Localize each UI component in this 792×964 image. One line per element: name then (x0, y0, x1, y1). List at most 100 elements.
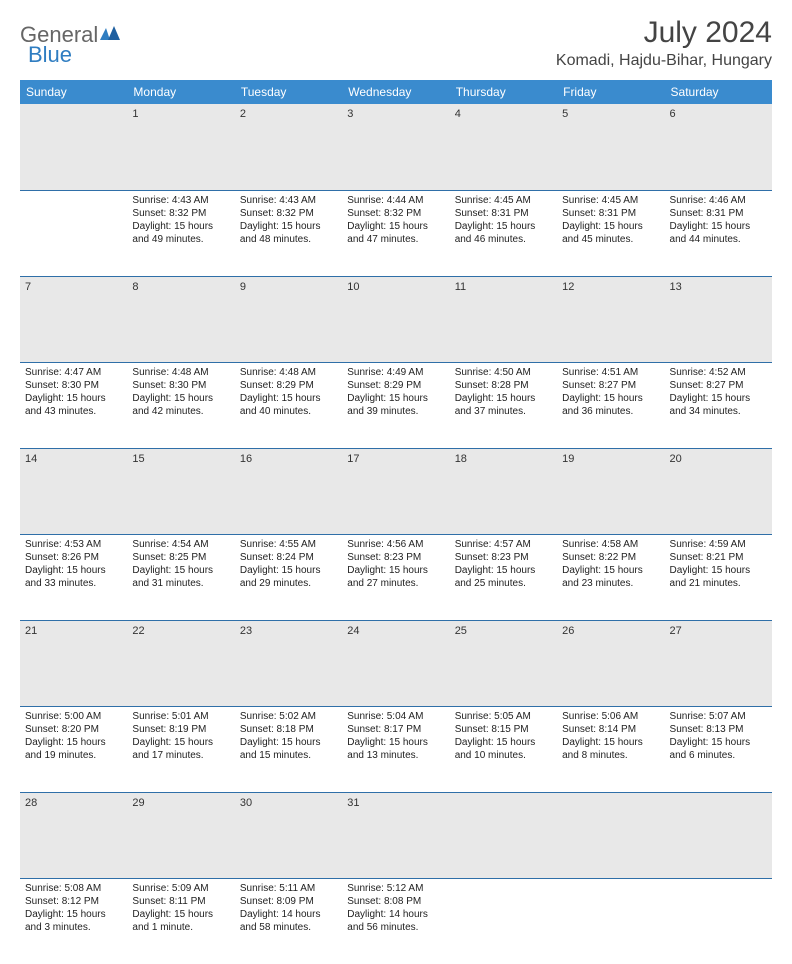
day-cell-text: Sunrise: 5:09 AMSunset: 8:11 PMDaylight:… (132, 882, 229, 934)
day-cell: Sunrise: 4:48 AMSunset: 8:30 PMDaylight:… (127, 362, 234, 448)
day-line: and 37 minutes. (455, 405, 552, 418)
day-line: and 10 minutes. (455, 749, 552, 762)
day-line: Daylight: 15 hours (347, 392, 444, 405)
day-line: Sunset: 8:32 PM (240, 207, 337, 220)
day-cell-text: Sunrise: 5:12 AMSunset: 8:08 PMDaylight:… (347, 882, 444, 934)
day-number: 15 (132, 453, 144, 465)
day-number: 7 (25, 281, 31, 293)
day-cell: Sunrise: 5:12 AMSunset: 8:08 PMDaylight:… (342, 878, 449, 964)
day-line: Sunrise: 5:05 AM (455, 710, 552, 723)
day-line: Sunset: 8:25 PM (132, 551, 229, 564)
day-line: Daylight: 15 hours (240, 736, 337, 749)
day-line: Daylight: 15 hours (25, 392, 122, 405)
day-line: Sunset: 8:32 PM (132, 207, 229, 220)
day-number-cell: 24 (342, 620, 449, 706)
day-cell: Sunrise: 5:08 AMSunset: 8:12 PMDaylight:… (20, 878, 127, 964)
day-number: 11 (455, 281, 466, 293)
day-cell-text: Sunrise: 4:57 AMSunset: 8:23 PMDaylight:… (455, 538, 552, 590)
day-number: 28 (25, 797, 37, 809)
day-number: 9 (240, 281, 246, 293)
day-number-cell: 25 (450, 620, 557, 706)
day-line: Sunrise: 5:02 AM (240, 710, 337, 723)
day-line: Daylight: 15 hours (562, 564, 659, 577)
weekday-header: Wednesday (342, 80, 449, 104)
day-cell: Sunrise: 5:02 AMSunset: 8:18 PMDaylight:… (235, 706, 342, 792)
day-number-cell: 7 (20, 276, 127, 362)
day-number-cell: 3 (342, 104, 449, 190)
logo-text-2: Blue (28, 42, 72, 68)
day-line: Sunset: 8:13 PM (670, 723, 767, 736)
day-line: Sunrise: 4:45 AM (455, 194, 552, 207)
day-line: Sunset: 8:17 PM (347, 723, 444, 736)
day-number: 18 (455, 453, 467, 465)
day-number-cell (450, 792, 557, 878)
day-line: Sunset: 8:31 PM (670, 207, 767, 220)
day-number: 8 (132, 281, 138, 293)
day-cell-text: Sunrise: 5:04 AMSunset: 8:17 PMDaylight:… (347, 710, 444, 762)
day-number-cell: 8 (127, 276, 234, 362)
day-cell-text: Sunrise: 5:00 AMSunset: 8:20 PMDaylight:… (25, 710, 122, 762)
day-line: Sunset: 8:28 PM (455, 379, 552, 392)
calendar-table: SundayMondayTuesdayWednesdayThursdayFrid… (20, 80, 772, 964)
day-number-row: 14151617181920 (20, 448, 772, 534)
day-number-cell: 11 (450, 276, 557, 362)
day-number-cell: 6 (665, 104, 772, 190)
day-line: Daylight: 14 hours (347, 908, 444, 921)
day-number-cell: 26 (557, 620, 664, 706)
day-line: and 56 minutes. (347, 921, 444, 934)
day-cell-text: Sunrise: 4:46 AMSunset: 8:31 PMDaylight:… (670, 194, 767, 246)
day-cell: Sunrise: 4:52 AMSunset: 8:27 PMDaylight:… (665, 362, 772, 448)
day-cell-text: Sunrise: 4:55 AMSunset: 8:24 PMDaylight:… (240, 538, 337, 590)
day-cell: Sunrise: 5:09 AMSunset: 8:11 PMDaylight:… (127, 878, 234, 964)
day-number: 21 (25, 625, 37, 637)
day-cell: Sunrise: 4:45 AMSunset: 8:31 PMDaylight:… (450, 190, 557, 276)
day-line: Sunset: 8:15 PM (455, 723, 552, 736)
day-number: 10 (347, 281, 359, 293)
day-line: Sunrise: 5:00 AM (25, 710, 122, 723)
location-text: Komadi, Hajdu-Bihar, Hungary (556, 52, 772, 70)
day-number-cell (20, 104, 127, 190)
day-cell-text: Sunrise: 4:48 AMSunset: 8:30 PMDaylight:… (132, 366, 229, 418)
day-number-cell: 13 (665, 276, 772, 362)
day-number-row: 123456 (20, 104, 772, 190)
day-number-cell: 21 (20, 620, 127, 706)
day-line: Sunset: 8:31 PM (455, 207, 552, 220)
day-number: 12 (562, 281, 574, 293)
day-cell-text: Sunrise: 4:48 AMSunset: 8:29 PMDaylight:… (240, 366, 337, 418)
day-line: Daylight: 15 hours (347, 564, 444, 577)
day-line: Sunset: 8:14 PM (562, 723, 659, 736)
day-line: Daylight: 15 hours (455, 564, 552, 577)
day-number-cell: 18 (450, 448, 557, 534)
day-cell: Sunrise: 4:56 AMSunset: 8:23 PMDaylight:… (342, 534, 449, 620)
day-line: Sunset: 8:19 PM (132, 723, 229, 736)
day-line: Sunrise: 4:44 AM (347, 194, 444, 207)
week-row: Sunrise: 4:53 AMSunset: 8:26 PMDaylight:… (20, 534, 772, 620)
day-cell: Sunrise: 5:04 AMSunset: 8:17 PMDaylight:… (342, 706, 449, 792)
day-line: and 42 minutes. (132, 405, 229, 418)
day-line: and 46 minutes. (455, 233, 552, 246)
day-cell-text: Sunrise: 5:01 AMSunset: 8:19 PMDaylight:… (132, 710, 229, 762)
day-line: Sunrise: 4:49 AM (347, 366, 444, 379)
day-cell: Sunrise: 4:58 AMSunset: 8:22 PMDaylight:… (557, 534, 664, 620)
day-line: Daylight: 15 hours (670, 564, 767, 577)
day-line: Daylight: 15 hours (25, 736, 122, 749)
day-number-cell: 16 (235, 448, 342, 534)
day-line: Sunset: 8:11 PM (132, 895, 229, 908)
day-line: and 48 minutes. (240, 233, 337, 246)
month-title: July 2024 (556, 16, 772, 50)
day-number-cell: 9 (235, 276, 342, 362)
day-cell (557, 878, 664, 964)
day-line: Daylight: 15 hours (25, 564, 122, 577)
day-line: Daylight: 15 hours (562, 736, 659, 749)
day-line: Sunrise: 4:46 AM (670, 194, 767, 207)
day-line: Sunrise: 5:06 AM (562, 710, 659, 723)
day-number: 27 (670, 625, 682, 637)
day-line: Daylight: 15 hours (670, 736, 767, 749)
day-line: Daylight: 15 hours (670, 220, 767, 233)
day-line: Sunset: 8:26 PM (25, 551, 122, 564)
day-cell-text: Sunrise: 4:43 AMSunset: 8:32 PMDaylight:… (240, 194, 337, 246)
day-line: Daylight: 15 hours (132, 736, 229, 749)
day-line: Daylight: 15 hours (132, 564, 229, 577)
day-line: Sunrise: 4:45 AM (562, 194, 659, 207)
day-cell: Sunrise: 4:45 AMSunset: 8:31 PMDaylight:… (557, 190, 664, 276)
